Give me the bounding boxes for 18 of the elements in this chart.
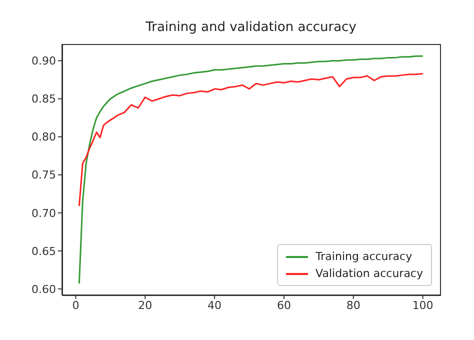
x-tick-label: 100 <box>412 298 434 312</box>
line-series <box>78 72 424 207</box>
y-tick-label: 0.70 <box>32 206 56 220</box>
x-tick-label: 40 <box>208 298 222 312</box>
legend-label: Validation accuracy <box>316 266 423 282</box>
y-tick-label: 0.80 <box>32 130 56 144</box>
y-tick-label: 0.75 <box>32 168 56 182</box>
x-tick-label: 0 <box>72 298 80 312</box>
x-tick-label: 60 <box>276 298 291 312</box>
legend-label: Training accuracy <box>316 249 412 265</box>
x-tick-label: 80 <box>346 298 360 312</box>
y-tick-label: 0.90 <box>32 54 56 68</box>
y-tick-label: 0.60 <box>32 282 56 296</box>
chart-title: Training and validation accuracy <box>144 20 358 35</box>
y-tick-label: 0.65 <box>32 244 56 258</box>
line-series <box>78 55 424 284</box>
x-tick-label: 20 <box>138 298 152 312</box>
y-tick-label: 0.85 <box>32 92 56 106</box>
